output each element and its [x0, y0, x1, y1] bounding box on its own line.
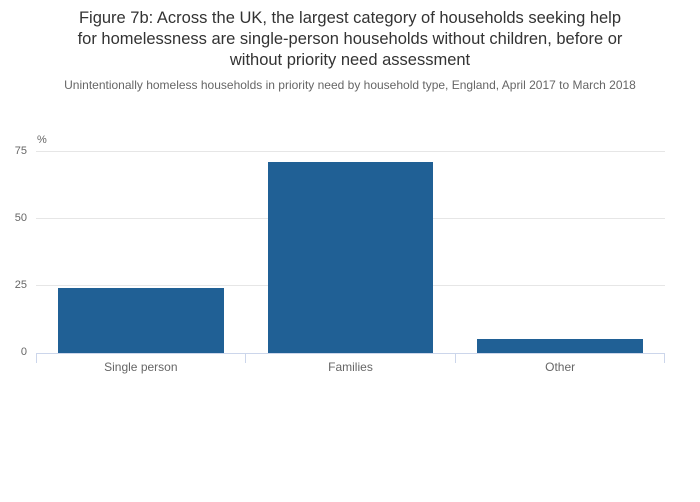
x-axis-tick — [454, 352, 456, 363]
x-axis-category-label-families: Families — [328, 360, 373, 374]
chart-subtitle: Unintentionally homeless households in p… — [64, 78, 636, 92]
chart-title-line-3: without priority need assessment — [229, 51, 471, 69]
gridline-75 — [36, 151, 665, 152]
x-axis-category-label-other: Other — [545, 360, 576, 374]
bar-single-person[interactable] — [58, 288, 224, 353]
x-axis-line — [36, 352, 665, 354]
y-axis-tick-label-75: 75 — [14, 145, 27, 157]
chart-title-line-2: for homelessness are single-person house… — [77, 30, 623, 48]
y-axis-tick-label-50: 50 — [14, 212, 27, 224]
x-axis-category-label-single-person: Single person — [104, 360, 178, 374]
chart-title-line-1: Figure 7b: Across the UK, the largest ca… — [78, 9, 622, 27]
x-axis-tick — [245, 352, 247, 363]
y-axis-tick-label-0: 0 — [20, 346, 27, 358]
x-axis-tick — [663, 352, 665, 363]
x-axis-labels: Single person Families Other — [36, 360, 665, 376]
bar-other[interactable] — [477, 339, 643, 353]
y-axis-unit-label: % — [37, 134, 47, 146]
x-axis-tick — [35, 352, 37, 363]
chart-title: Figure 7b: Across the UK, the largest ca… — [0, 8, 700, 71]
plot-area — [35, 151, 665, 363]
y-axis-tick-label-25: 25 — [14, 279, 27, 291]
bar-families[interactable] — [267, 162, 434, 353]
